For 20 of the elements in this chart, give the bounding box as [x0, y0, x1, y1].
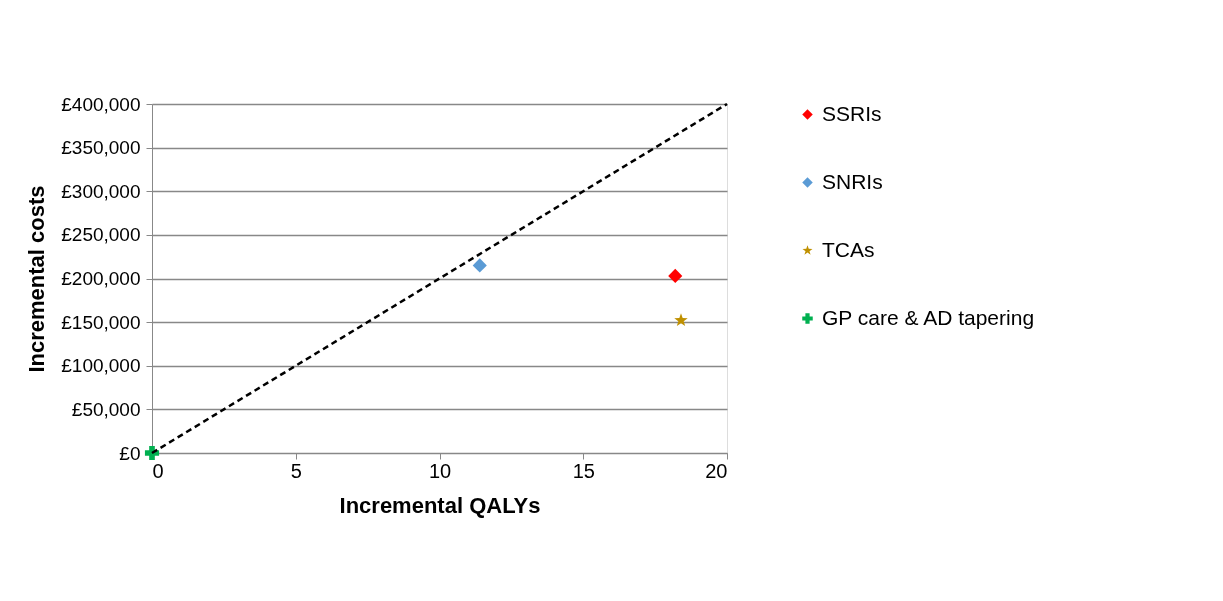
y-tick-label: £400,000	[61, 93, 141, 115]
x-tick-label: 15	[572, 459, 595, 482]
x-tick-label: 5	[290, 459, 302, 482]
legend-label: SNRIs	[822, 169, 883, 193]
y-tick-label: £350,000	[61, 137, 141, 159]
y-tick-label: £150,000	[61, 311, 141, 333]
y-tick-label: £50,000	[71, 398, 141, 420]
y-tick-label: £300,000	[61, 180, 141, 202]
y-tick-label: £200,000	[61, 268, 141, 289]
y-tick-label: £100,000	[61, 355, 141, 377]
x-axis-title: Incremental QALYs	[339, 492, 541, 518]
y-axis-title: Incremental costs	[24, 185, 50, 373]
legend-label: SSRIs	[822, 101, 882, 125]
x-tick-label: 10	[428, 459, 452, 482]
x-tick-label: 0	[152, 459, 164, 482]
y-tick-label: £0	[119, 442, 141, 464]
y-tick-label: £250,000	[61, 224, 141, 246]
x-tick-label: 20	[705, 459, 728, 482]
legend-label: GP care & AD tapering	[822, 305, 1035, 329]
legend-label: TCAs	[822, 237, 875, 261]
